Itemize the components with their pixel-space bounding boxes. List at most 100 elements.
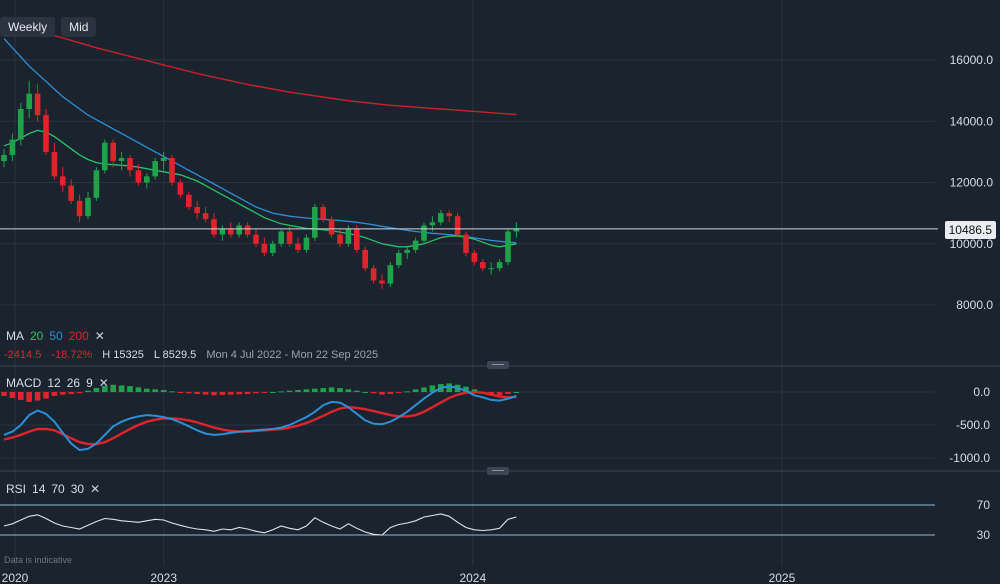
candle-body <box>379 280 385 284</box>
candle-body <box>102 142 108 171</box>
candle-body <box>438 213 444 223</box>
time-axis: 2020 2023 2024 2025 <box>2 571 796 584</box>
candle-body <box>118 158 125 162</box>
change-percent: -18.72% <box>51 349 93 361</box>
candle-body <box>135 170 142 183</box>
time-tick-label: 2023 <box>150 571 177 584</box>
time-tick-label: 2020 <box>2 571 29 584</box>
candle-body <box>513 228 520 232</box>
macd-hist-bar <box>253 392 259 394</box>
macd-hist-bar <box>202 392 209 395</box>
candle-body <box>387 265 394 284</box>
macd-line <box>3 385 517 452</box>
candle-body <box>194 207 200 214</box>
ma-label: MA <box>6 329 24 343</box>
macd-hist-bar <box>236 392 242 395</box>
candle-body <box>51 151 58 177</box>
candles <box>1 80 520 289</box>
macd-path <box>3 385 517 452</box>
macd-hist-bar <box>337 388 343 392</box>
macd-hist-bar <box>9 392 16 398</box>
close-icon[interactable]: ✕ <box>98 376 109 390</box>
macd-hist-bar <box>429 385 436 392</box>
candle-body <box>270 243 276 253</box>
candle-body <box>34 93 41 116</box>
macd-hist-bar <box>34 392 41 401</box>
macd-hist-bar <box>320 388 326 392</box>
high-value: H 15325 <box>102 349 144 361</box>
candle-body <box>488 268 494 270</box>
candle-body <box>152 161 158 177</box>
candle-body <box>320 207 326 220</box>
footnote: Data is indicative <box>4 555 73 565</box>
macd-hist-bar <box>76 392 83 394</box>
macd-legend: MACD 12 26 9 ✕ <box>6 376 109 390</box>
pane-resize-handle[interactable] <box>487 467 509 475</box>
ma200-period[interactable]: 200 <box>68 329 89 343</box>
macd-hist-bar <box>379 392 385 395</box>
macd-axis: 0.0 -500.0 -1000.0 <box>949 385 990 465</box>
candle-body <box>337 234 343 244</box>
macd-histogram <box>1 383 520 402</box>
candle-body <box>236 225 242 235</box>
ma50-line <box>3 38 517 244</box>
candle-body <box>177 182 184 195</box>
macd-hist-bar <box>194 392 200 394</box>
candle-body <box>1 154 7 162</box>
candle-body <box>404 249 410 253</box>
macd-hist-bar <box>169 391 175 393</box>
macd-hist-bar <box>93 388 100 392</box>
candle-body <box>202 213 209 220</box>
macd-hist-bar <box>68 392 74 394</box>
ma50-period[interactable]: 50 <box>49 329 63 343</box>
macd-hist-bar <box>295 390 301 392</box>
macd-signal[interactable]: 9 <box>86 376 93 390</box>
macd-hist-bar <box>186 392 192 394</box>
macd-fast[interactable]: 12 <box>47 376 61 390</box>
macd-hist-bar <box>152 389 158 392</box>
ma-legend: MA 20 50 200 ✕ <box>6 329 105 343</box>
macd-tick-label: -500.0 <box>956 418 990 432</box>
rsi-lower[interactable]: 30 <box>70 482 85 496</box>
candle-body <box>93 170 100 198</box>
change-value: -2414.5 <box>4 349 42 361</box>
candle-body <box>60 176 66 186</box>
ma20-period[interactable]: 20 <box>30 329 44 343</box>
macd-hist-bar <box>51 392 58 396</box>
candle-body <box>286 231 293 244</box>
macd-hist-bar <box>211 392 217 396</box>
price-tick-label: 10000.0 <box>950 237 994 251</box>
rsi-period[interactable]: 14 <box>32 482 46 496</box>
close-icon[interactable]: ✕ <box>90 482 101 496</box>
macd-hist-bar <box>513 392 520 393</box>
macd-hist-bar <box>488 392 494 394</box>
time-tick-label: 2025 <box>769 571 796 584</box>
price-type-button[interactable]: Mid <box>61 17 97 37</box>
ma200-line <box>3 16 517 116</box>
rsi-levels <box>0 504 935 536</box>
rsi-upper[interactable]: 70 <box>51 482 65 496</box>
macd-hist-bar <box>345 389 352 392</box>
candle-body <box>127 158 133 171</box>
macd-hist-bar <box>85 390 91 392</box>
macd-slow[interactable]: 26 <box>66 376 81 390</box>
close-icon[interactable]: ✕ <box>94 329 105 343</box>
period-button[interactable]: Weekly <box>0 17 56 37</box>
rsi-label: RSI <box>6 482 27 496</box>
price-tick-label: 8000.0 <box>956 298 993 312</box>
macd-hist-bar <box>396 392 402 393</box>
time-tick-label: 2024 <box>459 571 486 584</box>
candle-body <box>228 228 234 235</box>
macd-hist-bar <box>446 383 452 392</box>
macd-hist-bar <box>471 389 478 392</box>
candle-body <box>85 197 91 217</box>
pane-resize-handle[interactable] <box>487 361 509 369</box>
candle-body <box>412 240 419 250</box>
macd-hist-bar <box>261 392 268 393</box>
macd-hist-bar <box>328 387 335 392</box>
ma50-path <box>3 38 517 244</box>
macd-hist-bar <box>387 392 394 394</box>
candle-body <box>160 158 167 162</box>
macd-hist-bar <box>1 392 7 396</box>
macd-hist-bar <box>496 392 503 396</box>
